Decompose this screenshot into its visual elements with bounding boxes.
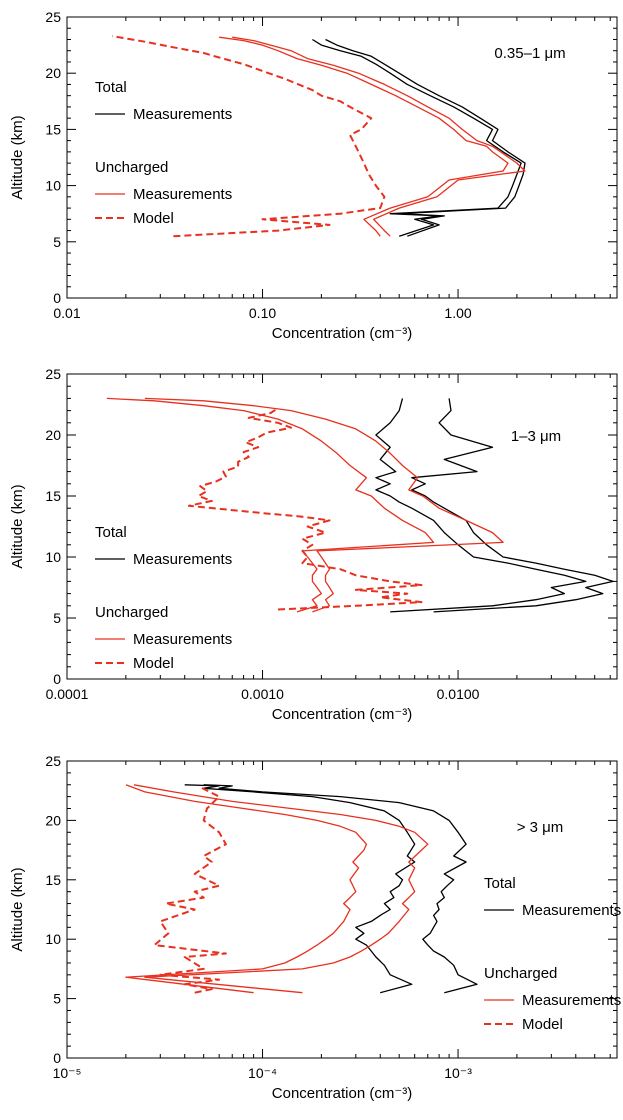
series-uncharged-dashed-4 [153, 786, 227, 994]
series-uncharged-solid-3 [232, 36, 526, 237]
series-total-solid-0 [184, 784, 416, 994]
panel-3: 0 5 10 15 20 25 10⁻⁵ 10⁻⁴ 10⁻³ Concentration (cm⁻… [9, 753, 621, 1102]
y-tick-label: 20 [45, 65, 61, 81]
size-range-annotation: 0.35–1 μm [494, 45, 565, 62]
legend-uncharged-model: Model [133, 655, 174, 672]
size-range-annotation: 1–3 μm [511, 428, 561, 445]
x-tick-label: 10⁻⁴ [248, 1065, 277, 1081]
y-tick-label: 0 [53, 671, 61, 687]
series-uncharged-solid-3 [144, 397, 504, 613]
series-total-solid-1 [203, 784, 478, 994]
legend-uncharged-measurements: Measurements [133, 186, 232, 203]
panel-1: 0 5 10 15 20 25 0.01 0.10 1.00 Concentration (cm⁻… [9, 9, 618, 342]
series-total-solid-1 [411, 398, 614, 613]
y-tick-label: 25 [45, 366, 61, 382]
series-uncharged-solid-3 [133, 784, 429, 994]
legend-uncharged-measurements: Measurements [522, 992, 621, 1009]
legend-uncharged-title: Uncharged [95, 604, 168, 621]
y-tick-label: 10 [45, 549, 61, 565]
y-tick-label: 10 [45, 931, 61, 947]
x-tick-label: 0.01 [53, 305, 80, 321]
y-axis-title: Altitude (km) [9, 867, 26, 951]
series-total-solid-0 [375, 398, 587, 613]
legend-uncharged-measurements: Measurements [133, 631, 232, 648]
x-tick-label: 0.10 [249, 305, 276, 321]
y-tick-label: 10 [45, 178, 61, 194]
y-tick-label: 15 [45, 488, 61, 504]
legend-total-measurements: Measurements [522, 902, 621, 919]
legend-uncharged-title: Uncharged [484, 965, 557, 982]
panel-2: 0 5 10 15 20 25 0.0001 0.0010 0.0100 Concentratio… [9, 366, 618, 723]
plot-frame [66, 16, 618, 299]
x-tick-label: 0.0100 [437, 686, 480, 702]
legend: Total Measurements Uncharged Measurements Mo… [95, 524, 232, 672]
legend-total-measurements: Measurements [133, 551, 232, 568]
x-axis-title: Concentration (cm⁻³) [272, 706, 412, 723]
y-axis-title: Altitude (km) [9, 484, 26, 568]
plot-frame [66, 760, 618, 1059]
y-tick-label: 25 [45, 753, 61, 769]
legend: Total Measurements Uncharged Measurements Mo… [484, 875, 621, 1033]
x-tick-label: 10⁻³ [444, 1065, 472, 1081]
x-axis-title: Concentration (cm⁻³) [272, 325, 412, 342]
y-tick-label: 15 [45, 121, 61, 137]
y-tick-label: 0 [53, 1050, 61, 1066]
y-tick-label: 5 [53, 610, 61, 626]
legend-uncharged-title: Uncharged [95, 159, 168, 176]
plot-frame [66, 373, 618, 680]
series-uncharged-solid-2 [125, 784, 368, 994]
legend-total-measurements: Measurements [133, 106, 232, 123]
series-uncharged-solid-2 [106, 397, 435, 613]
y-tick-label: 20 [45, 427, 61, 443]
series-uncharged-dashed-4 [111, 35, 386, 238]
x-tick-label: 10⁻⁵ [53, 1065, 82, 1081]
y-tick-label: 20 [45, 812, 61, 828]
x-tick-label: 1.00 [444, 305, 471, 321]
series-uncharged-solid-2 [219, 36, 509, 237]
series-uncharged-dashed-4 [187, 407, 423, 611]
x-tick-label: 0.0001 [46, 686, 89, 702]
y-tick-label: 15 [45, 872, 61, 888]
y-tick-label: 5 [53, 234, 61, 250]
x-axis-title: Concentration (cm⁻³) [272, 1085, 412, 1102]
size-range-annotation: > 3 μm [517, 819, 564, 836]
y-axis-title: Altitude (km) [9, 115, 26, 199]
y-tick-label: 0 [53, 290, 61, 306]
legend-total-title: Total [95, 524, 127, 541]
legend-uncharged-model: Model [133, 210, 174, 227]
y-tick-label: 25 [45, 9, 61, 25]
legend-total-title: Total [484, 875, 516, 892]
legend: Total Measurements Uncharged Measurements Mo… [95, 79, 232, 227]
x-tick-label: 0.0010 [241, 686, 284, 702]
legend-total-title: Total [95, 79, 127, 96]
y-tick-label: 5 [53, 991, 61, 1007]
series-total-solid-1 [325, 38, 526, 237]
legend-uncharged-model: Model [522, 1016, 563, 1033]
